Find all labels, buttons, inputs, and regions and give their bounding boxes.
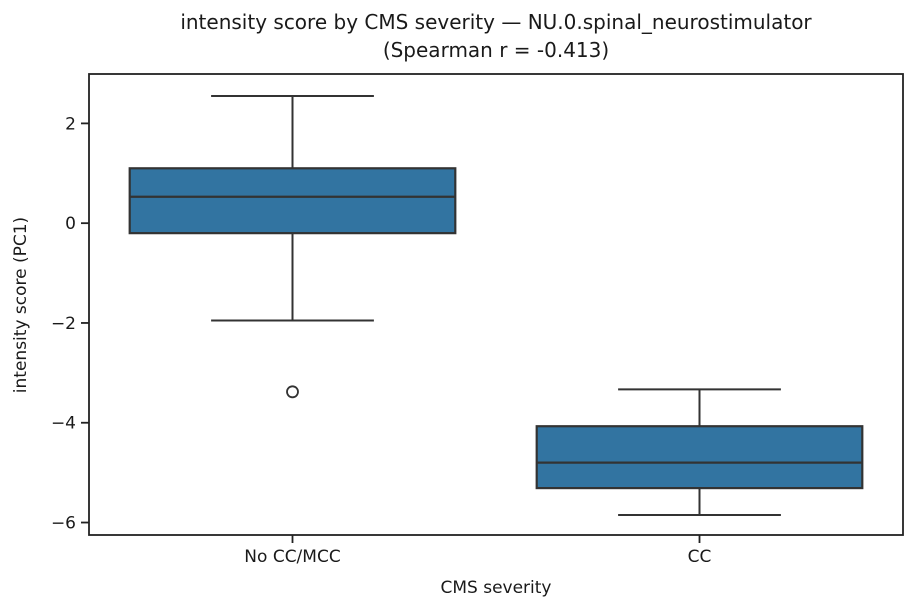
box-no-cc-mcc bbox=[128, 167, 457, 235]
chart-title: intensity score by CMS severity — NU.0.s… bbox=[89, 8, 903, 64]
chart-title-line1: intensity score by CMS severity — NU.0.s… bbox=[180, 10, 812, 34]
y-tick-label: −6 bbox=[51, 513, 76, 533]
y-tick-label: −2 bbox=[51, 314, 76, 334]
x-axis-label: CMS severity bbox=[440, 578, 552, 598]
chart-title-line2: (Spearman r = -0.413) bbox=[382, 38, 610, 62]
y-tick-label: −4 bbox=[51, 414, 76, 434]
x-tick-label: No CC/MCC bbox=[244, 547, 340, 567]
axes-frame bbox=[88, 73, 904, 536]
y-tick-label: 2 bbox=[65, 114, 76, 134]
outlier-point bbox=[286, 385, 299, 399]
y-tick-label: 0 bbox=[65, 214, 76, 234]
x-tick-label: CC bbox=[688, 547, 712, 567]
box-cc bbox=[535, 425, 864, 490]
